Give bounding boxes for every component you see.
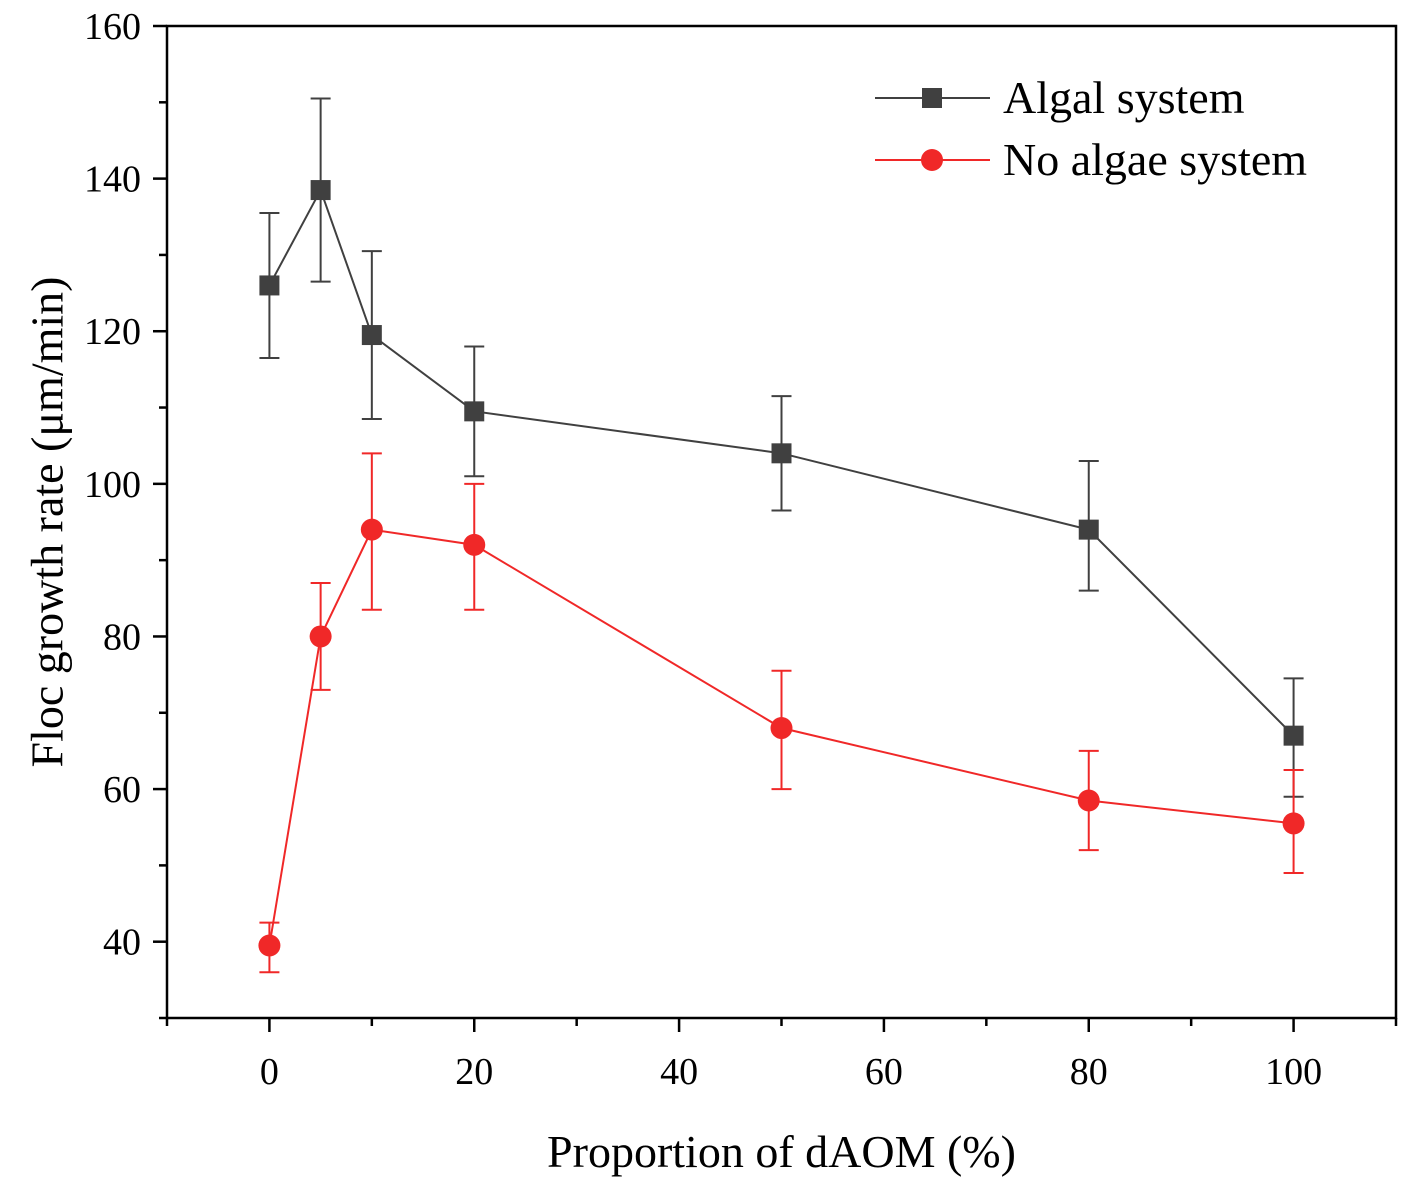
algal-system-point xyxy=(361,325,382,346)
algal-system-point xyxy=(1283,725,1304,746)
legend: Algal system No algae system xyxy=(875,72,1307,185)
algal-system-point xyxy=(771,443,792,464)
y-tick-label: 120 xyxy=(84,311,141,353)
no-algae-system-point xyxy=(770,717,793,740)
x-tick-label: 0 xyxy=(260,1051,279,1093)
algal-system-point xyxy=(259,275,280,296)
no-algae-system-point xyxy=(360,518,383,541)
legend-marker-no-algae-system xyxy=(921,149,943,171)
x-tick-label: 80 xyxy=(1070,1051,1108,1093)
no-algae-system-point xyxy=(1077,789,1100,812)
y-tick-label: 40 xyxy=(103,922,141,964)
legend-marker-algal-system xyxy=(922,88,942,108)
no-algae-system-point xyxy=(463,533,486,556)
y-tick-label: 160 xyxy=(84,6,141,48)
no-algae-system-point xyxy=(309,625,332,648)
legend-label-algal-system: Algal system xyxy=(1003,72,1245,123)
x-axis-title: Proportion of dAOM (%) xyxy=(547,1126,1016,1177)
y-axis-title: Floc growth rate (μm/min) xyxy=(22,277,73,768)
y-tick-label: 80 xyxy=(103,616,141,658)
x-tick-label: 20 xyxy=(455,1051,493,1093)
algal-system-point xyxy=(1078,519,1099,540)
x-tick-label: 100 xyxy=(1265,1051,1322,1093)
y-tick-label: 140 xyxy=(84,159,141,201)
no-algae-system-point xyxy=(1282,812,1305,835)
algal-system-point xyxy=(464,401,485,422)
y-tick-label: 100 xyxy=(84,464,141,506)
legend-label-no-algae-system: No algae system xyxy=(1003,134,1307,185)
algal-system-point xyxy=(310,180,331,201)
x-tick-label: 40 xyxy=(660,1051,698,1093)
series-markers xyxy=(258,180,1305,957)
no-algae-system-point xyxy=(258,934,281,957)
axes: 0 20 40 60 80 100 40 60 80 100 120 140 160 xyxy=(84,6,1398,1093)
y-tick-label: 60 xyxy=(103,769,141,811)
x-tick-label: 60 xyxy=(865,1051,903,1093)
